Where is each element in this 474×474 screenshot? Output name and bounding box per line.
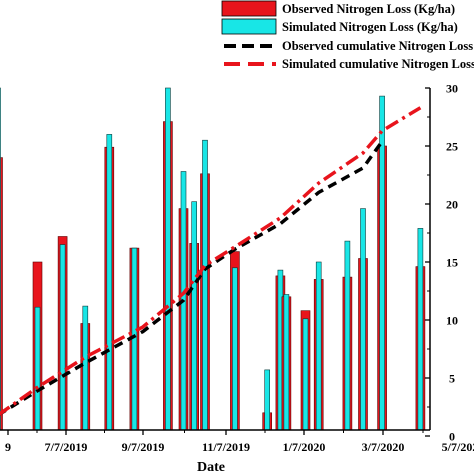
simulated-bar <box>106 134 113 431</box>
y-tick-label: 30 <box>446 82 458 96</box>
simulated-bar <box>283 294 290 431</box>
simulated-bar <box>202 139 208 431</box>
legend-observed-bar-swatch <box>221 0 277 17</box>
axes-layer: 9 7/7/2019 9/7/2019 11/7/2019 1/7/2020 3/7/20… <box>0 82 474 474</box>
simulated-bar <box>165 87 171 431</box>
observed-cumulative-line <box>0 140 384 416</box>
simulated-bar <box>264 369 271 431</box>
simulated-bar <box>0 87 1 431</box>
simulated-bar <box>82 305 89 431</box>
legend-label: Observed cumulative Nitrogen Loss <box>282 39 473 53</box>
simulated-cumulative-line <box>0 106 422 416</box>
simulated-bar <box>232 267 238 431</box>
observed-bar <box>0 157 3 431</box>
simulated-bar <box>59 244 66 431</box>
simulated-bar <box>191 201 197 431</box>
simulated-bar <box>34 306 41 431</box>
legend-label: Simulated Nitrogen Loss (Kg/ha) <box>282 20 458 34</box>
x-tick-label: 9 <box>5 440 11 454</box>
simulated-bar <box>302 318 309 431</box>
x-axis-title: Date <box>197 460 225 474</box>
x-tick-label: 1/7/2020 <box>283 440 326 454</box>
simulated-bar <box>344 240 351 431</box>
x-tick-label: 5/7/2020 <box>442 440 474 454</box>
y-tick-label: 20 <box>446 198 458 212</box>
y-tick-label: 0 <box>449 430 455 444</box>
x-tick-label: 3/7/2020 <box>362 440 405 454</box>
simulated-bar <box>360 208 366 431</box>
y-tick-label: 5 <box>449 372 455 386</box>
line-layer <box>0 106 422 416</box>
legend-simulated-bar-swatch <box>221 18 277 35</box>
simulated-bar <box>315 261 322 431</box>
x-tick-label: 9/7/2019 <box>122 440 165 454</box>
legend-label: Observed Nitrogen Loss (Kg/ha) <box>282 2 455 16</box>
y-tick-label: 10 <box>446 314 458 328</box>
legend-label: Simulated cumulative Nitrogen Loss <box>282 57 474 71</box>
y-tick-label: 25 <box>446 140 458 154</box>
simulated-bar <box>417 228 424 431</box>
legend: Observed Nitrogen Loss (Kg/ha) Simulated … <box>221 0 474 71</box>
x-tick-label: 7/7/2019 <box>45 440 88 454</box>
y-tick-label: 15 <box>446 256 458 270</box>
x-tick-label: 11/7/2019 <box>202 440 250 454</box>
